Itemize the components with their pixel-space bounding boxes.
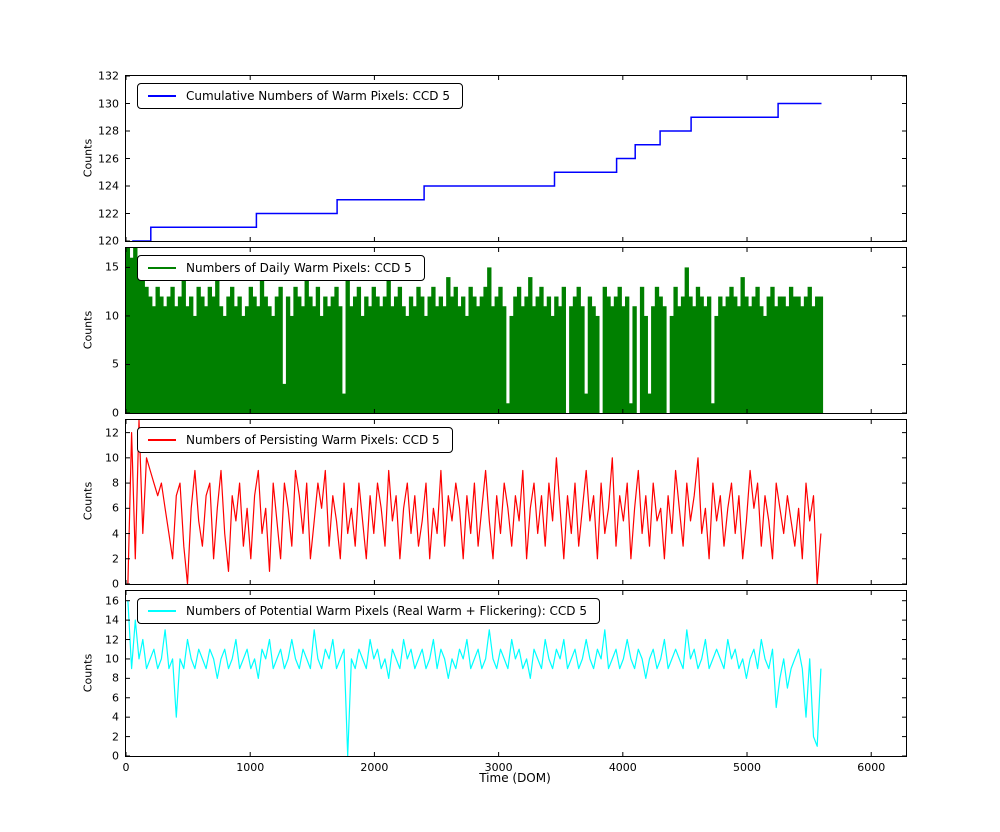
y-tick-label: 122 — [98, 207, 119, 220]
y-tick-label: 4 — [112, 710, 119, 724]
x-tick-label: 3000 — [484, 761, 513, 774]
plot-area-persisting: Numbers of Persisting Warm Pixels: CCD 5… — [105, 419, 907, 591]
persisting-warm-pixels-series — [126, 420, 906, 584]
plot-area-potential: Numbers of Potential Warm Pixels (Real W… — [105, 590, 907, 774]
y-tick-label: 0 — [112, 577, 119, 591]
y-tick-label: 124 — [98, 179, 119, 193]
y-tick-label: 8 — [112, 476, 119, 490]
legend-label-daily: Numbers of Daily Warm Pixels: CCD 5 — [186, 261, 412, 275]
legend-line-sample-cyan — [148, 610, 176, 612]
x-tick-label: 6000 — [857, 761, 886, 774]
legend-potential: Numbers of Potential Warm Pixels (Real W… — [137, 598, 600, 624]
y-tick-label: 10 — [105, 652, 119, 666]
y-tick-label: 0 — [112, 406, 119, 420]
x-tick-label: 1000 — [236, 761, 265, 774]
y-tick-label: 2 — [112, 730, 119, 744]
y-tick-label: 5 — [112, 357, 119, 371]
x-tick-label: 0 — [122, 761, 130, 774]
legend-label-cumulative: Cumulative Numbers of Warm Pixels: CCD 5 — [186, 89, 450, 103]
y-axis-label-counts: Counts — [81, 310, 95, 349]
x-tick-label: 2000 — [360, 761, 389, 774]
legend-line-sample-red — [148, 439, 176, 441]
legend-line-sample-blue — [148, 95, 176, 97]
subplot-daily-warm-pixels: Counts Numbers of Daily Warm Pixels: CCD… — [0, 247, 1000, 420]
y-tick-label: 8 — [112, 671, 119, 685]
y-tick-label: 6 — [112, 691, 119, 705]
x-tick-label: 4000 — [608, 761, 637, 774]
x-axis-label-time-dom: Time (DOM) — [479, 771, 551, 785]
y-tick-label: 4 — [112, 527, 119, 541]
y-tick-label: 120 — [98, 234, 119, 248]
y-tick-label: 10 — [105, 309, 119, 323]
legend-label-potential: Numbers of Potential Warm Pixels (Real W… — [186, 604, 587, 618]
y-tick-label: 15 — [105, 260, 119, 274]
y-axis-label-counts: Counts — [81, 138, 95, 177]
y-tick-label: 16 — [105, 594, 119, 608]
cumulative-step-line-series — [126, 76, 906, 241]
y-tick-label: 10 — [105, 451, 119, 465]
y-axis-label-counts: Counts — [81, 653, 95, 692]
y-axis-label-counts: Counts — [81, 481, 95, 521]
legend-cumulative: Cumulative Numbers of Warm Pixels: CCD 5 — [137, 83, 463, 109]
legend-persisting: Numbers of Persisting Warm Pixels: CCD 5 — [137, 427, 453, 453]
y-tick-label: 2 — [112, 552, 119, 566]
legend-daily: Numbers of Daily Warm Pixels: CCD 5 — [137, 255, 425, 281]
potential-warm-pixels-series — [126, 591, 906, 756]
y-tick-label: 14 — [105, 613, 119, 627]
plot-area-daily: Numbers of Daily Warm Pixels: CCD 5 0 5 10… — [105, 247, 907, 420]
daily-warm-pixels-series — [126, 248, 906, 413]
y-tick-label: 126 — [98, 152, 119, 165]
y-tick-label: 12 — [105, 633, 119, 647]
subplot-potential-warm-pixels: Counts Numbers of Potential Warm Pixels … — [0, 590, 1000, 774]
y-tick-label: 130 — [98, 97, 119, 110]
y-tick-label: 128 — [98, 124, 119, 138]
y-tick-label: 0 — [112, 749, 119, 763]
plot-area-cumulative: Cumulative Numbers of Warm Pixels: CCD 5… — [98, 70, 907, 248]
legend-line-sample-green — [148, 267, 176, 269]
subplot-persisting-warm-pixels: Counts Numbers of Persisting Warm Pixels… — [0, 419, 1000, 591]
legend-label-persisting: Numbers of Persisting Warm Pixels: CCD 5 — [186, 433, 440, 447]
y-tick-label: 132 — [98, 69, 119, 83]
y-tick-label: 6 — [112, 501, 119, 515]
subplot-cumulative-warm-pixels: Counts Cumulative Numbers of Warm Pixels… — [0, 70, 1000, 248]
y-tick-label: 12 — [105, 426, 119, 440]
x-tick-label: 5000 — [733, 761, 762, 774]
